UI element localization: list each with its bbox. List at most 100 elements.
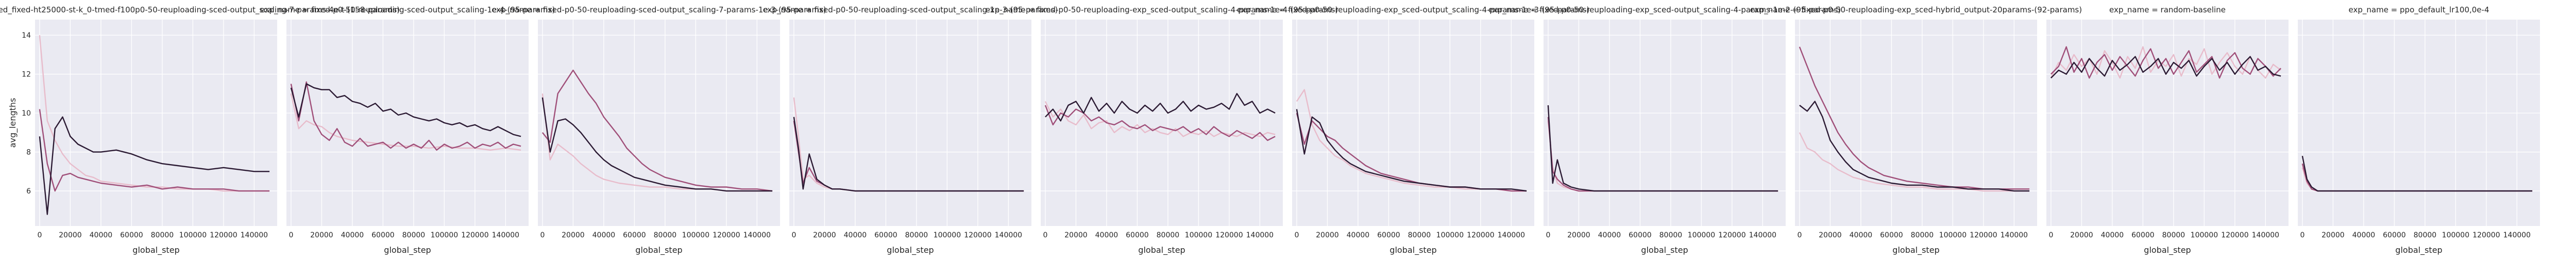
x-tick-label: 40000 bbox=[341, 231, 364, 239]
x-tick-label: 120000 bbox=[964, 231, 991, 239]
x-tick-label: 0 bbox=[1043, 231, 1047, 239]
series-line-seed-20 bbox=[39, 109, 270, 192]
x-tick-label: 0 bbox=[1797, 231, 1802, 239]
x-tick-label: 120000 bbox=[1718, 231, 1745, 239]
series-line-seed-30 bbox=[793, 117, 1024, 192]
x-tick-label: 100000 bbox=[2442, 231, 2469, 239]
x-tick-label: 80000 bbox=[1911, 231, 1934, 239]
x-tick-label: 20000 bbox=[2070, 231, 2093, 239]
x-tick-label: 40000 bbox=[1598, 231, 1621, 239]
x-tick-label: 40000 bbox=[592, 231, 616, 239]
x-tick-label: 100000 bbox=[934, 231, 961, 239]
x-axis-label: global_step bbox=[1138, 245, 1185, 255]
series-line-seed-30 bbox=[1547, 105, 1778, 192]
x-tick-label: 60000 bbox=[371, 231, 395, 239]
x-tick-label: 80000 bbox=[1157, 231, 1180, 239]
x-tick-label: 120000 bbox=[2221, 231, 2248, 239]
facet-title: exp_name = random-baseline bbox=[2109, 5, 2226, 15]
facet-title: exp_name = fixed-p0-50-reuploading-exp_s… bbox=[1488, 5, 1841, 15]
plot-area bbox=[286, 20, 529, 226]
x-tick-label: 60000 bbox=[623, 231, 646, 239]
series-line-seed-10 bbox=[39, 35, 270, 192]
x-tick-label: 20000 bbox=[1567, 231, 1590, 239]
series-line-seed-20 bbox=[541, 69, 773, 192]
facet-panel: 0 20000 40000 60000 80000 100000 120000 140000e… bbox=[1750, 5, 2082, 255]
plot-area bbox=[789, 20, 1031, 226]
x-axis-label: global_step bbox=[2144, 245, 2191, 255]
plot-area bbox=[1795, 20, 2037, 226]
facet-panel: 0 20000 40000 60000 80000 100000 120000 140000e… bbox=[763, 5, 1058, 255]
x-axis-label: global_step bbox=[132, 245, 179, 255]
series-line-seed-30 bbox=[1799, 101, 2030, 192]
y-tick-label: 14 bbox=[22, 31, 31, 40]
plot-area bbox=[1041, 20, 1283, 226]
x-tick-label: 40000 bbox=[90, 231, 113, 239]
plot-area bbox=[2298, 20, 2540, 226]
x-tick-label: 0 bbox=[1546, 231, 1550, 239]
series-line-seed-30 bbox=[2050, 56, 2281, 79]
x-tick-label: 20000 bbox=[310, 231, 333, 239]
x-tick-label: 40000 bbox=[1850, 231, 1873, 239]
facet-title: le_reuploading-exp_sced_fixed-ht25000-st… bbox=[0, 5, 400, 15]
facet-title: exp_name = fixed-p0-50-reuploading-sced-… bbox=[260, 5, 555, 15]
x-tick-label: 60000 bbox=[2383, 231, 2406, 239]
series-line-seed-10 bbox=[1799, 132, 2030, 192]
x-tick-label: 20000 bbox=[1819, 231, 1842, 239]
series-line-seed-30 bbox=[2301, 155, 2533, 192]
x-tick-label: 140000 bbox=[2252, 231, 2279, 239]
y-tick-label: 12 bbox=[22, 71, 31, 79]
x-tick-label: 100000 bbox=[1185, 231, 1212, 239]
y-axis-label: avg_lengths bbox=[8, 98, 18, 148]
x-tick-label: 100000 bbox=[1939, 231, 1967, 239]
x-axis-label: global_step bbox=[1641, 245, 1688, 255]
x-tick-label: 120000 bbox=[1215, 231, 1243, 239]
plot-area bbox=[1544, 20, 1786, 226]
x-tick-label: 140000 bbox=[492, 231, 519, 239]
facet-panel: 0 20000 40000 60000 80000 100000 120000 140000e… bbox=[492, 5, 826, 255]
x-tick-label: 80000 bbox=[1408, 231, 1431, 239]
series-line-seed-30 bbox=[39, 116, 270, 215]
x-tick-label: 80000 bbox=[402, 231, 426, 239]
facet-title: exp_name = fixed-p0-50-reuploading-sced-… bbox=[763, 5, 1058, 15]
series-line-seed-10 bbox=[1044, 101, 1276, 137]
x-tick-label: 100000 bbox=[179, 231, 207, 239]
x-tick-label: 0 bbox=[540, 231, 545, 239]
facet-title: exp_name = fixed-p0-50-reuploading-sced-… bbox=[492, 5, 826, 15]
plot-area bbox=[538, 20, 780, 226]
x-tick-label: 100000 bbox=[1688, 231, 1715, 239]
x-tick-label: 60000 bbox=[1629, 231, 1652, 239]
x-tick-label: 0 bbox=[2048, 231, 2053, 239]
x-tick-label: 140000 bbox=[241, 231, 268, 239]
plot-area bbox=[2046, 20, 2289, 226]
x-tick-label: 20000 bbox=[813, 231, 836, 239]
y-tick-label: 8 bbox=[26, 149, 31, 157]
x-axis-label: global_step bbox=[887, 245, 934, 255]
x-tick-label: 0 bbox=[37, 231, 42, 239]
series-line-seed-30 bbox=[290, 83, 521, 137]
x-tick-label: 100000 bbox=[1436, 231, 1464, 239]
series-line-seed-20 bbox=[290, 81, 521, 151]
x-tick-label: 20000 bbox=[59, 231, 82, 239]
x-tick-label: 40000 bbox=[1347, 231, 1370, 239]
x-tick-label: 60000 bbox=[120, 231, 143, 239]
x-tick-label: 80000 bbox=[2414, 231, 2437, 239]
x-tick-label: 140000 bbox=[1498, 231, 1525, 239]
x-tick-label: 120000 bbox=[461, 231, 488, 239]
plot-area bbox=[1292, 20, 1534, 226]
x-tick-label: 60000 bbox=[874, 231, 897, 239]
x-tick-label: 20000 bbox=[562, 231, 585, 239]
x-tick-label: 80000 bbox=[2162, 231, 2185, 239]
x-tick-label: 100000 bbox=[431, 231, 458, 239]
facet-title: exp_name = fixed-p0-50-reuploading-exp_s… bbox=[1750, 5, 2082, 15]
facet-title: exp_name = ppo_default_lr100,0e-4 bbox=[2349, 5, 2489, 15]
x-tick-label: 80000 bbox=[654, 231, 677, 239]
x-tick-label: 0 bbox=[289, 231, 293, 239]
x-tick-label: 80000 bbox=[151, 231, 174, 239]
x-tick-label: 20000 bbox=[1316, 231, 1339, 239]
x-tick-label: 0 bbox=[1294, 231, 1299, 239]
series-line-seed-30 bbox=[1296, 109, 1527, 192]
x-tick-label: 140000 bbox=[1749, 231, 1776, 239]
x-axis-label: global_step bbox=[1892, 245, 1939, 255]
